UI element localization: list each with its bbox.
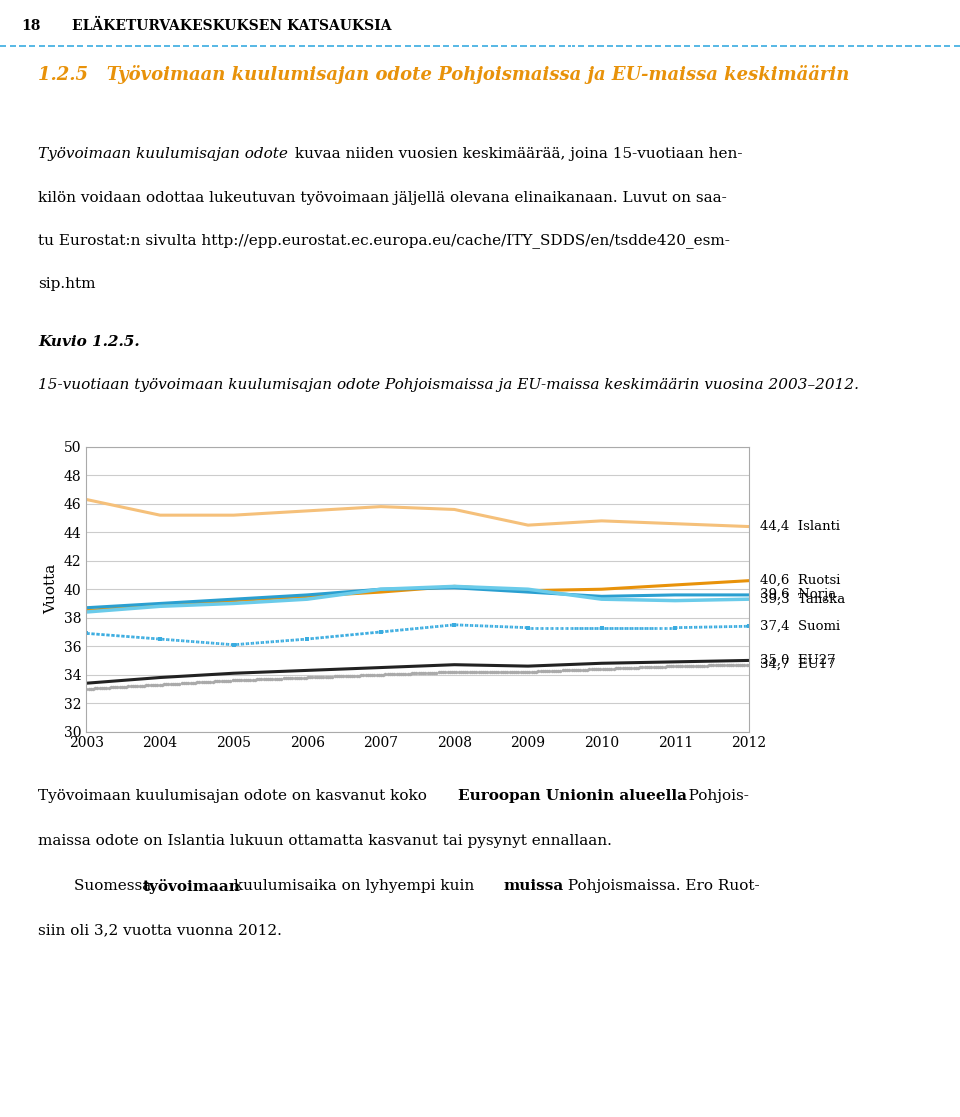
Text: kuulumisaika on lyhyempi kuin: kuulumisaika on lyhyempi kuin [229,879,479,892]
Text: 1.2.5   Työvoimaan kuulumisajan odote Pohjoismaissa ja EU-maissa keskimäärin: 1.2.5 Työvoimaan kuulumisajan odote Pohj… [38,65,850,84]
Text: 35,0  EU27: 35,0 EU27 [759,653,835,667]
Text: 34,7  EU17: 34,7 EU17 [759,658,835,671]
Text: muissa: muissa [504,879,564,892]
Text: 39,3  Tanska: 39,3 Tanska [759,593,845,605]
Y-axis label: Vuotta: Vuotta [44,564,59,614]
Text: 37,4  Suomi: 37,4 Suomi [759,620,840,632]
Text: 18: 18 [21,19,40,34]
Text: 44,4  Islanti: 44,4 Islanti [759,521,840,533]
Text: Suomessa: Suomessa [74,879,156,892]
Text: maissa odote on Islantia lukuun ottamatta kasvanut tai pysynyt ennallaan.: maissa odote on Islantia lukuun ottamatt… [38,833,612,848]
Text: . Pohjois-: . Pohjois- [679,789,749,803]
Text: 15-vuotiaan työvoimaan kuulumisajan odote Pohjoismaissa ja EU-maissa keskimäärin: 15-vuotiaan työvoimaan kuulumisajan odot… [38,378,859,392]
Text: kilön voidaan odottaa lukeutuvan työvoimaan jäljellä olevana elinaikanaan. Luvut: kilön voidaan odottaa lukeutuvan työvoim… [38,191,727,204]
Text: tu Eurostat:n sivulta http://epp.eurostat.ec.europa.eu/cache/ITY_SDDS/en/tsdde42: tu Eurostat:n sivulta http://epp.eurosta… [38,233,731,248]
Text: kuvaa niiden vuosien keskimäärää, joina 15-vuotiaan hen-: kuvaa niiden vuosien keskimäärää, joina … [290,147,743,162]
Text: siin oli 3,2 vuotta vuonna 2012.: siin oli 3,2 vuotta vuonna 2012. [38,924,282,937]
Text: työvoimaan: työvoimaan [143,879,241,894]
Text: 39,6  Norja: 39,6 Norja [759,589,836,601]
Text: sip.htm: sip.htm [38,277,96,290]
Text: ELÄKETURVAKESKUKSEN KATSAUKSIA: ELÄKETURVAKESKUKSEN KATSAUKSIA [72,19,392,34]
Text: Kuvio 1.2.5.: Kuvio 1.2.5. [38,335,140,349]
Text: Pohjoismaissa. Ero Ruot-: Pohjoismaissa. Ero Ruot- [563,879,759,892]
Text: Työvoimaan kuulumisajan odote on kasvanut koko: Työvoimaan kuulumisajan odote on kasvanu… [38,789,432,803]
Text: 40,6  Ruotsi: 40,6 Ruotsi [759,574,840,588]
Text: Euroopan Unionin alueella: Euroopan Unionin alueella [458,789,687,803]
Text: Työvoimaan kuulumisajan odote: Työvoimaan kuulumisajan odote [38,147,288,162]
